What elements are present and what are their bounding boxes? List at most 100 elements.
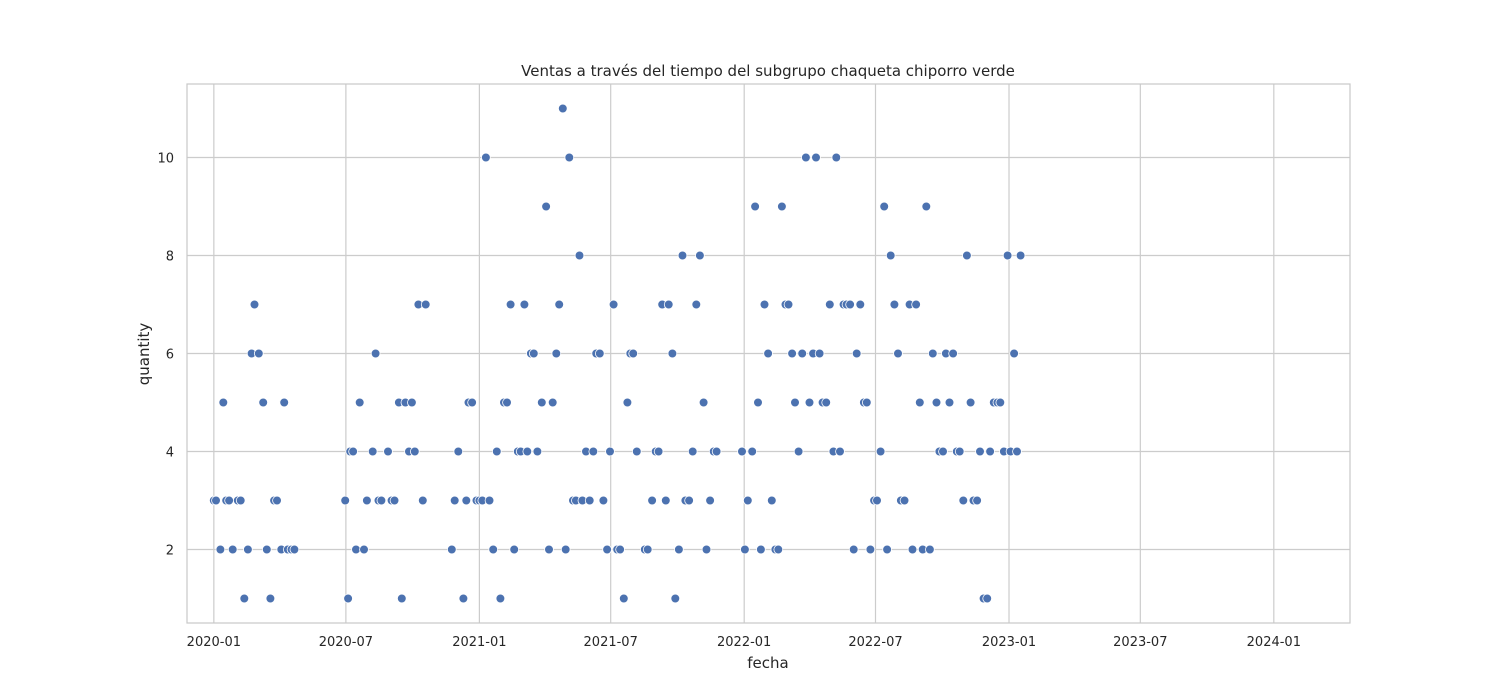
scatter-point [289, 544, 300, 555]
scatter-point [663, 299, 674, 310]
scatter-point [544, 544, 554, 555]
scatter-point [667, 348, 678, 359]
scatter-point [647, 495, 657, 506]
scatter-point [547, 397, 558, 408]
scatter-point [948, 348, 958, 359]
scatter-point [931, 397, 942, 408]
scatter-point [677, 250, 688, 261]
scatter-point [351, 544, 361, 555]
scatter-point [766, 495, 777, 506]
scatter-point [541, 201, 551, 212]
scatter-point [420, 299, 431, 310]
scatter-point [376, 495, 387, 506]
scatter-point [261, 544, 272, 555]
y-tick-label: 6 [166, 348, 174, 363]
scatter-point [787, 348, 797, 359]
scatter-point [348, 446, 358, 457]
scatter-point [698, 397, 709, 408]
scatter-point [835, 446, 845, 457]
scatter-point [265, 593, 276, 604]
scatter-point [750, 201, 760, 212]
scatter-point [417, 495, 428, 506]
y-tick-label: 8 [166, 250, 174, 265]
scatter-point [224, 495, 234, 506]
y-tick-label: 2 [166, 544, 174, 559]
scatter-point [911, 299, 921, 310]
scatter-point [618, 593, 629, 604]
scatter-point [783, 299, 794, 310]
scatter-point [790, 397, 800, 408]
scatter-point [367, 446, 378, 457]
scatter-point [763, 348, 773, 359]
scatter-point [985, 446, 995, 457]
scatter-point [449, 495, 460, 506]
scatter-point [239, 593, 250, 604]
scatter-point [872, 495, 882, 506]
x-tick-label: 2021-07 [584, 635, 638, 650]
x-tick-label: 2023-01 [982, 635, 1036, 650]
scatter-point [594, 348, 605, 359]
scatter-point [484, 495, 495, 506]
x-tick-label: 2022-01 [717, 635, 771, 650]
scatter-point [914, 397, 925, 408]
x-tick-label: 2023-07 [1113, 635, 1167, 650]
scatter-point [747, 446, 757, 457]
scatter-point [605, 446, 615, 457]
scatter-point [797, 348, 807, 359]
scatter-point [574, 250, 585, 261]
scatter-point [519, 299, 530, 310]
scatter-point [740, 544, 750, 555]
scatter-point [927, 348, 938, 359]
scatter-point [687, 446, 698, 457]
scatter-point [944, 397, 955, 408]
scatter-point [343, 593, 353, 604]
scatter-point [831, 152, 842, 163]
scatter-point [705, 495, 715, 506]
scatter-point [814, 348, 825, 359]
scatter-point [467, 397, 477, 408]
scatter-point [602, 544, 612, 555]
scatter-point [670, 593, 681, 604]
grid-lines [187, 84, 1350, 623]
scatter-point [1002, 250, 1013, 261]
scatter-point [653, 446, 664, 457]
scatter-point [1012, 446, 1022, 457]
scatter-point [628, 348, 638, 359]
scatter-point [370, 348, 381, 359]
scatter-point [488, 544, 499, 555]
x-tick-label: 2022-07 [848, 635, 902, 650]
scatter-point [279, 397, 290, 408]
scatter-point [855, 299, 866, 310]
scatter-point [921, 201, 932, 212]
scatter-point [272, 495, 282, 506]
scatter-point [340, 495, 351, 506]
scatter-point [899, 495, 910, 506]
scatter-point [684, 495, 694, 506]
scatter-point [359, 544, 369, 555]
scatter-point [211, 495, 221, 506]
scatter-point [622, 397, 633, 408]
x-axis-label: fecha [747, 654, 788, 672]
scatter-point [865, 544, 876, 555]
scatter-point [215, 544, 226, 555]
y-axis-label: quantity [135, 323, 153, 386]
scatter-point [505, 299, 516, 310]
scatter-point [522, 446, 533, 457]
scatter-point [258, 397, 269, 408]
scatter-point [218, 397, 229, 408]
data-points [209, 103, 1026, 604]
x-axis-ticks: 2020-01 2020-07 2021-01 2021-07 2022-01 2022-… [187, 635, 1301, 650]
scatter-point [446, 544, 457, 555]
scatter-point [608, 299, 619, 310]
scatter-point [742, 495, 753, 506]
scatter-point [362, 495, 372, 506]
scatter-point [893, 348, 903, 359]
scatter-point [804, 397, 815, 408]
scatter-point [532, 446, 543, 457]
scatter-point [851, 348, 862, 359]
plot-area-frame [186, 83, 1351, 624]
y-tick-label: 10 [157, 152, 174, 167]
scatter-point [777, 201, 787, 212]
scatter-point [396, 593, 407, 604]
